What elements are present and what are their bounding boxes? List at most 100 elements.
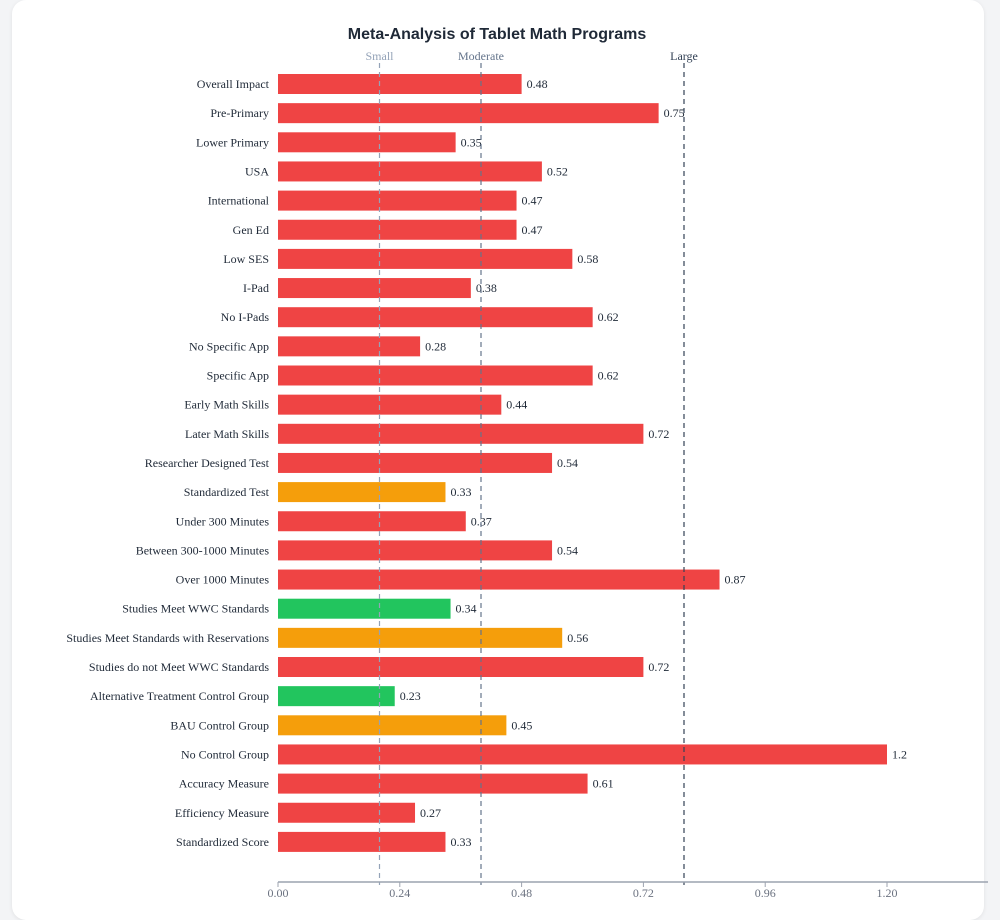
category-label: Specific App xyxy=(207,369,269,383)
bar-row: Alternative Treatment Control Group 0.23 xyxy=(90,686,421,707)
value-label: 0.47 xyxy=(522,223,543,237)
bar-row: Studies Meet WWC Standards 0.34 xyxy=(122,598,477,619)
value-label: 0.52 xyxy=(547,164,568,178)
bar xyxy=(278,452,553,473)
category-label: International xyxy=(208,194,270,208)
value-label: 0.72 xyxy=(648,660,669,674)
value-label: 0.45 xyxy=(511,718,532,732)
bar xyxy=(278,394,502,415)
bar-row: Pre-Primary 0.75 xyxy=(210,103,685,124)
value-label: 0.38 xyxy=(476,281,497,295)
bar xyxy=(278,423,644,444)
value-label: 0.33 xyxy=(450,485,471,499)
bar-row: No Control Group 1.2 xyxy=(181,744,907,765)
value-label: 0.54 xyxy=(557,456,578,470)
bar xyxy=(278,657,644,677)
reference-lines: Small Moderate Large xyxy=(365,49,698,885)
bar xyxy=(278,831,446,852)
bar xyxy=(278,190,517,211)
bar xyxy=(278,278,471,299)
value-label: 0.58 xyxy=(577,252,598,266)
category-label: No Specific App xyxy=(189,339,269,353)
bar-row: Over 1000 Minutes 0.87 xyxy=(176,569,746,590)
bar-row: Early Math Skills 0.44 xyxy=(184,394,527,415)
value-label: 0.87 xyxy=(725,573,746,587)
bar xyxy=(278,715,507,736)
bar xyxy=(278,598,451,619)
bar xyxy=(278,540,553,561)
value-label: 0.35 xyxy=(461,135,482,149)
value-label: 1.2 xyxy=(892,747,907,761)
bar-row: Under 300 Minutes 0.37 xyxy=(176,511,492,532)
bar xyxy=(278,627,563,648)
category-label: USA xyxy=(245,164,269,178)
value-label: 0.62 xyxy=(598,369,619,383)
reference-label: Large xyxy=(670,49,698,63)
category-label: Early Math Skills xyxy=(184,398,269,412)
value-label: 0.37 xyxy=(471,514,492,528)
value-label: 0.54 xyxy=(557,543,578,557)
value-label: 0.23 xyxy=(400,689,421,703)
category-label: BAU Control Group xyxy=(170,718,269,732)
bar xyxy=(278,132,456,153)
bar-row: Between 300-1000 Minutes 0.54 xyxy=(136,540,578,561)
bar-row: Standardized Score 0.33 xyxy=(176,831,471,852)
category-label: Researcher Designed Test xyxy=(145,456,270,470)
value-label: 0.48 xyxy=(527,77,548,91)
bar-row: Studies Meet Standards with Reservations… xyxy=(66,627,588,648)
bar-row: BAU Control Group 0.45 xyxy=(170,715,532,736)
category-label: Over 1000 Minutes xyxy=(176,573,270,587)
category-label: No I-Pads xyxy=(221,310,270,324)
bar-row: Accuracy Measure 0.61 xyxy=(179,773,614,794)
bar xyxy=(278,744,887,765)
bar xyxy=(278,248,573,269)
category-label: Between 300-1000 Minutes xyxy=(136,543,270,557)
bar xyxy=(278,802,416,823)
value-label: 0.75 xyxy=(664,106,685,120)
bar xyxy=(278,307,593,328)
category-label: Standardized Score xyxy=(176,835,269,849)
bars-layer: Overall Impact 0.48 Pre-Primary 0.75 Lower P… xyxy=(66,74,907,852)
bar-row: Studies do not Meet WWC Standards 0.72 xyxy=(89,657,669,677)
value-label: 0.72 xyxy=(648,427,669,441)
bar-row: Lower Primary 0.35 xyxy=(196,132,482,153)
bar-row: Later Math Skills 0.72 xyxy=(185,423,669,444)
bar-row: Gen Ed 0.47 xyxy=(233,219,543,240)
bar xyxy=(278,511,466,532)
value-label: 0.61 xyxy=(593,777,614,791)
category-label: Gen Ed xyxy=(233,223,269,237)
bar-row: USA 0.52 xyxy=(245,161,568,182)
bar xyxy=(278,482,446,503)
bar xyxy=(278,336,421,357)
bar xyxy=(278,773,588,794)
bar-row: Efficiency Measure 0.27 xyxy=(175,802,441,823)
x-tick-label: 1.20 xyxy=(877,886,898,900)
bar xyxy=(278,365,593,386)
category-label: Low SES xyxy=(223,252,269,266)
bar-row: Low SES 0.58 xyxy=(223,248,598,269)
bar xyxy=(278,74,522,94)
bar xyxy=(278,569,720,590)
x-tick-label: 0.48 xyxy=(511,886,532,900)
category-label: Later Math Skills xyxy=(185,427,269,441)
category-label: Studies do not Meet WWC Standards xyxy=(89,660,269,674)
bar-row: Overall Impact 0.48 xyxy=(197,74,548,94)
value-label: 0.33 xyxy=(450,835,471,849)
x-tick-label: 0.96 xyxy=(755,886,776,900)
category-label: Efficiency Measure xyxy=(175,806,269,820)
category-label: Lower Primary xyxy=(196,135,269,149)
reference-label: Small xyxy=(365,49,394,63)
value-label: 0.44 xyxy=(506,398,527,412)
bar-row: Researcher Designed Test 0.54 xyxy=(145,452,578,473)
value-label: 0.56 xyxy=(567,631,588,645)
x-tick-label: 0.24 xyxy=(389,886,410,900)
value-label: 0.47 xyxy=(522,194,543,208)
category-label: Pre-Primary xyxy=(210,106,269,120)
category-label: Overall Impact xyxy=(197,77,270,91)
category-label: Standardized Test xyxy=(184,485,270,499)
value-label: 0.62 xyxy=(598,310,619,324)
category-label: Studies Meet Standards with Reservations xyxy=(66,631,269,645)
value-label: 0.34 xyxy=(456,602,477,616)
category-label: I-Pad xyxy=(243,281,269,295)
